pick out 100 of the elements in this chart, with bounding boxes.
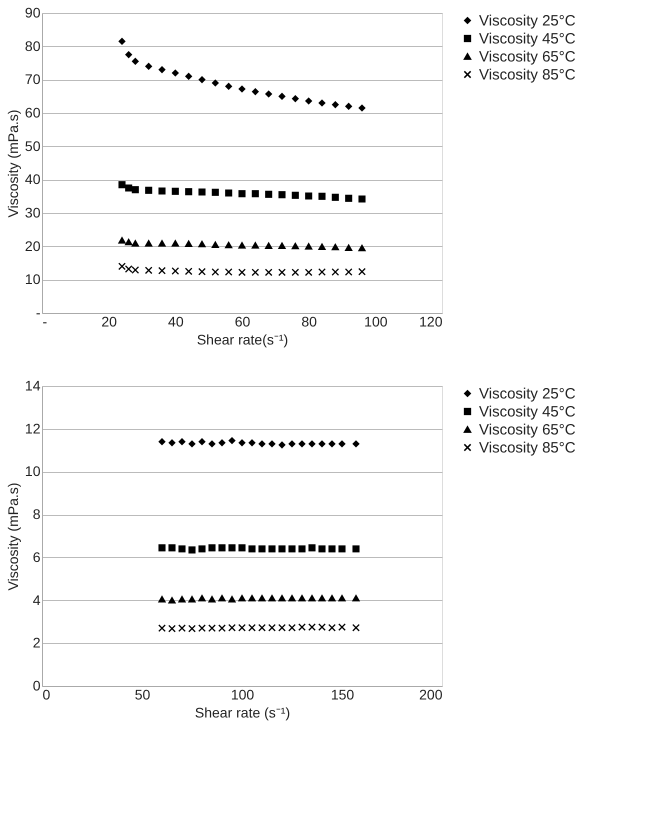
point [124,265,132,273]
point [118,237,126,244]
point [168,597,176,604]
point [318,192,326,200]
y-tick-label: 8 [32,506,41,522]
point [178,545,186,552]
point [218,439,226,446]
y-axis-title: Viscosity (mPa.s) [4,482,21,590]
point [328,440,336,448]
point [225,189,232,197]
point [298,545,306,552]
point [158,240,166,247]
point [125,51,132,58]
point [304,243,312,250]
point [248,624,256,632]
y-tick-label: 70 [24,71,41,88]
point [198,188,206,196]
point [308,440,316,448]
point [332,244,340,250]
point [198,268,206,276]
point [238,86,246,92]
point [145,186,152,194]
point [132,186,139,194]
point [332,194,339,201]
point [185,188,192,196]
point [125,184,132,192]
point [238,439,246,446]
point [318,268,326,276]
point [358,268,366,276]
point [345,194,352,202]
x-tick-label: 40 [168,314,184,330]
y-tick-label: 2 [32,634,41,651]
point [278,268,286,276]
point [338,594,346,602]
point [238,268,246,276]
point [328,545,336,552]
point [308,623,316,631]
point [212,268,220,276]
point [338,440,346,448]
point [265,190,272,198]
point [224,242,232,248]
y-axis-title: Viscosity (mPa.s) [4,110,21,218]
point [292,268,300,276]
x-tick-label: 200 [419,686,443,702]
y-tick-label: 50 [24,138,41,154]
point [158,187,166,195]
point [258,440,266,448]
point [144,266,152,274]
point [288,440,296,448]
point [338,623,346,631]
y-tick-label: 30 [24,204,41,220]
point [198,240,206,248]
point [288,594,296,602]
point [358,104,366,112]
point [132,266,140,274]
point [118,181,126,188]
legend-label: Viscosity 85°C [479,66,576,84]
point [118,38,126,45]
point [252,268,260,276]
x-tick-label: 50 [134,686,150,702]
point [305,192,312,200]
x-tick-label: 100 [230,686,254,702]
point [338,545,346,552]
point [358,244,366,252]
point [278,92,286,100]
point [298,623,306,631]
y-tick-label: 80 [24,38,41,54]
point [268,545,276,552]
point [318,243,326,250]
point [278,594,286,602]
point [228,624,236,632]
point [158,438,166,446]
point [178,596,186,602]
point [172,240,180,247]
point [248,594,256,602]
point [318,100,326,106]
point [158,544,166,552]
point [168,544,176,552]
point [352,624,360,632]
y-tick-label: 14 [24,378,41,394]
point [278,242,286,249]
point [252,242,260,249]
point [238,544,246,552]
legend-label: Viscosity 85°C [479,440,576,456]
point [288,545,296,552]
point [268,440,276,448]
point [124,238,132,246]
point [198,76,206,84]
point [218,544,226,552]
point [212,80,219,86]
point [184,268,192,276]
legend-label: Viscosity 25°C [479,386,576,402]
x-tick-label: 120 [419,314,443,330]
y-tick-label: 10 [24,463,41,480]
point [318,440,326,448]
point [318,545,326,552]
point [352,440,360,448]
point [158,624,166,632]
point [305,98,312,104]
y-tick-label: 4 [32,592,41,608]
